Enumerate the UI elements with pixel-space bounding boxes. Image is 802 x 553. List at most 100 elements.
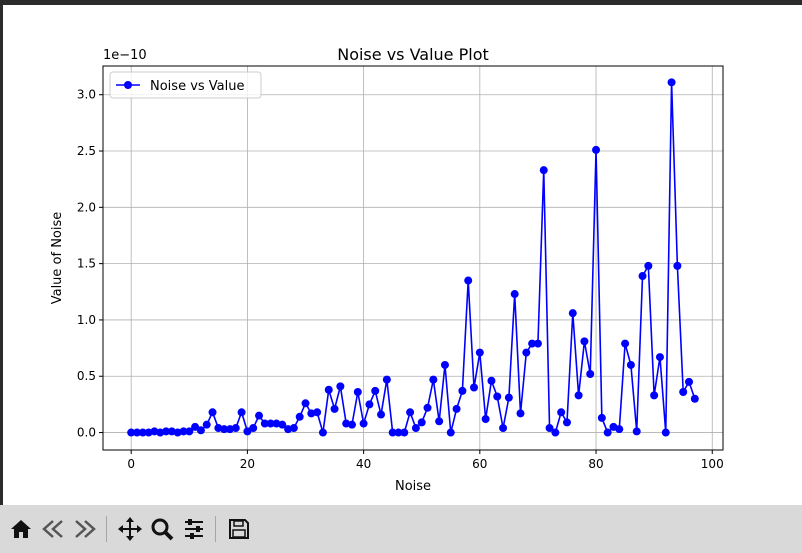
data-point xyxy=(470,383,479,392)
data-point xyxy=(690,394,699,403)
y-tick-label: 0.0 xyxy=(77,426,96,440)
data-point xyxy=(365,400,374,409)
zoom-button[interactable] xyxy=(147,514,177,544)
x-tick-label: 0 xyxy=(127,457,135,471)
y-axis-label: Value of Noise xyxy=(50,212,65,305)
pan-icon xyxy=(118,517,142,541)
data-point xyxy=(406,408,415,417)
data-point xyxy=(231,424,240,433)
data-point xyxy=(667,78,676,87)
data-point xyxy=(650,391,659,400)
forward-icon xyxy=(75,520,96,538)
data-point xyxy=(429,375,438,384)
data-point xyxy=(487,376,496,385)
data-point xyxy=(603,428,612,437)
save-button[interactable] xyxy=(224,514,254,544)
data-point xyxy=(516,409,525,418)
data-point xyxy=(435,417,444,426)
data-point xyxy=(644,261,653,270)
data-point xyxy=(208,408,217,417)
data-point xyxy=(679,388,688,397)
legend-marker-sample xyxy=(124,81,132,89)
y-tick-label: 2.0 xyxy=(77,200,96,214)
home-icon xyxy=(11,520,31,538)
data-point xyxy=(301,399,310,408)
x-tick-label: 80 xyxy=(588,457,603,471)
data-point xyxy=(191,422,200,431)
data-point xyxy=(464,276,473,285)
data-point xyxy=(196,426,205,435)
toolbar-separator xyxy=(215,516,216,542)
data-point xyxy=(499,424,508,433)
series-line xyxy=(131,81,696,434)
data-point xyxy=(539,166,548,175)
back-button[interactable] xyxy=(38,514,68,544)
data-point xyxy=(551,428,560,437)
configure-icon xyxy=(185,519,203,539)
data-point xyxy=(545,424,554,433)
legend: Noise vs Value xyxy=(109,71,262,99)
data-point xyxy=(440,360,449,369)
data-point xyxy=(568,309,577,318)
data-point xyxy=(458,386,467,395)
x-tick-label: 20 xyxy=(240,457,255,471)
chart: 0 20 40 60 80 100 0.0 0.5 1.0 1.5 2.0 2.5 3.0 Noise … xyxy=(50,45,724,494)
data-point xyxy=(388,428,397,437)
x-tick-label: 40 xyxy=(356,457,371,471)
save-icon xyxy=(229,519,249,539)
pan-button[interactable] xyxy=(115,514,145,544)
data-point xyxy=(586,369,595,378)
data-point xyxy=(446,428,455,437)
data-point xyxy=(661,428,670,437)
forward-button[interactable] xyxy=(70,514,100,544)
data-point xyxy=(685,377,694,386)
data-point xyxy=(266,419,275,428)
data-point xyxy=(626,360,635,369)
data-point xyxy=(621,339,630,348)
data-point xyxy=(615,425,624,434)
data-point xyxy=(655,353,664,362)
data-point xyxy=(592,145,601,154)
data-point xyxy=(510,290,519,299)
data-point xyxy=(638,272,647,281)
data-point xyxy=(504,393,513,402)
data-point xyxy=(220,425,229,434)
data-point xyxy=(202,420,211,429)
data-point xyxy=(493,392,502,401)
x-tick-label: 100 xyxy=(701,457,724,471)
configure-button[interactable] xyxy=(179,514,209,544)
data-point xyxy=(185,427,194,436)
y-tick-label: 3.0 xyxy=(77,88,96,102)
x-tick-label: 60 xyxy=(472,457,487,471)
data-point xyxy=(237,408,246,417)
data-point xyxy=(597,413,606,422)
y-tick-label: 1.0 xyxy=(77,313,96,327)
data-point xyxy=(324,385,333,394)
data-point xyxy=(400,428,409,437)
data-point xyxy=(353,388,362,397)
data-point xyxy=(255,411,264,420)
data-point xyxy=(673,261,682,270)
x-axis-label: Noise xyxy=(395,479,431,494)
legend-box xyxy=(109,71,262,99)
data-point xyxy=(260,419,269,428)
data-point xyxy=(533,339,542,348)
y-tick-label: 2.5 xyxy=(77,144,96,158)
window-top-border xyxy=(0,0,802,5)
data-point xyxy=(574,391,583,400)
data-point xyxy=(289,424,298,433)
home-button[interactable] xyxy=(6,514,36,544)
data-point xyxy=(179,427,188,436)
data-point xyxy=(243,427,252,436)
y-tick-label: 1.5 xyxy=(77,257,96,271)
data-point xyxy=(562,418,571,427)
data-point xyxy=(371,386,380,395)
data-point xyxy=(347,420,356,429)
chart-title: Noise vs Value Plot xyxy=(337,45,489,64)
data-point xyxy=(475,348,484,357)
data-point xyxy=(318,428,327,437)
data-point xyxy=(481,415,490,424)
zoom-icon xyxy=(151,518,174,541)
window-left-border xyxy=(0,5,3,505)
data-point xyxy=(382,375,391,384)
